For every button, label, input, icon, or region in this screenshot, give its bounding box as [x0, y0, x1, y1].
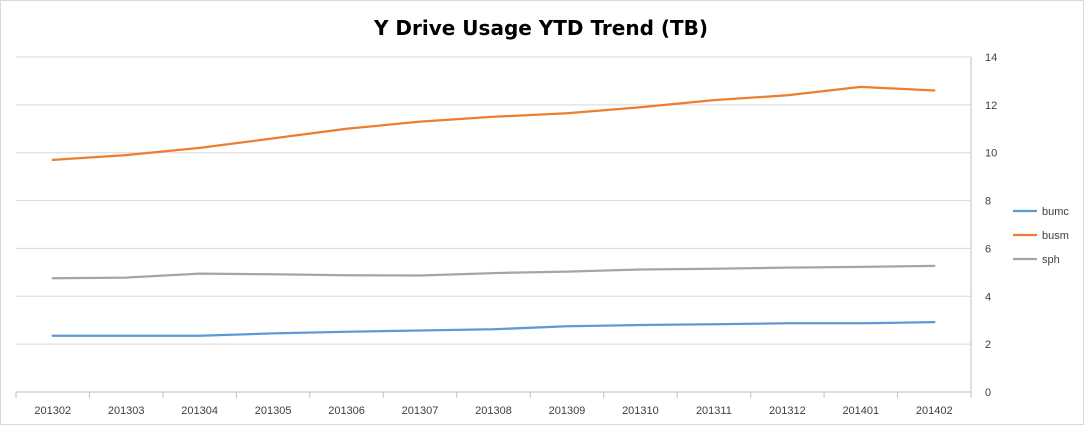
x-tick-label: 201305 — [255, 405, 292, 417]
x-tick-label: 201303 — [108, 405, 145, 417]
gridlines — [16, 56, 971, 345]
series-lines — [51, 85, 936, 337]
y-tick-label: 2 — [985, 339, 991, 351]
x-tick-label: 201312 — [769, 405, 806, 417]
x-tick-label: 201304 — [181, 405, 218, 417]
y-tick-label: 12 — [985, 100, 997, 112]
x-tick-label: 201307 — [402, 405, 439, 417]
x-tick-label: 201309 — [549, 405, 586, 417]
x-tick-label: 201311 — [696, 405, 732, 417]
series-line-sph — [51, 264, 936, 280]
legend: bumc busm sph — [1013, 206, 1069, 266]
x-tick-label: 201401 — [842, 405, 879, 417]
y-tick-label: 6 — [985, 243, 991, 255]
series-line-busm — [51, 85, 936, 162]
y-tick-label: 10 — [985, 148, 997, 160]
y-tick-label: 0 — [985, 387, 991, 399]
y-tick-label: 4 — [985, 291, 991, 303]
y-tick-label: 14 — [985, 52, 997, 64]
x-tick-label: 201402 — [916, 405, 953, 417]
series-line-bumc — [51, 320, 936, 337]
legend-label-bumc: bumc — [1042, 206, 1069, 218]
x-tick-label: 201310 — [622, 405, 659, 417]
x-tick-label: 201308 — [475, 405, 512, 417]
legend-label-sph: sph — [1042, 254, 1060, 266]
legend-label-busm: busm — [1042, 230, 1069, 242]
x-tick-label: 201302 — [34, 405, 71, 417]
y-tick-label: 8 — [985, 196, 991, 208]
x-tick-label: 201306 — [328, 405, 365, 417]
chart-title: Y Drive Usage YTD Trend (TB) — [373, 16, 708, 40]
axes: 0 2 4 6 8 10 12 14 201302 201303 201304 201305 20130… — [15, 52, 997, 417]
